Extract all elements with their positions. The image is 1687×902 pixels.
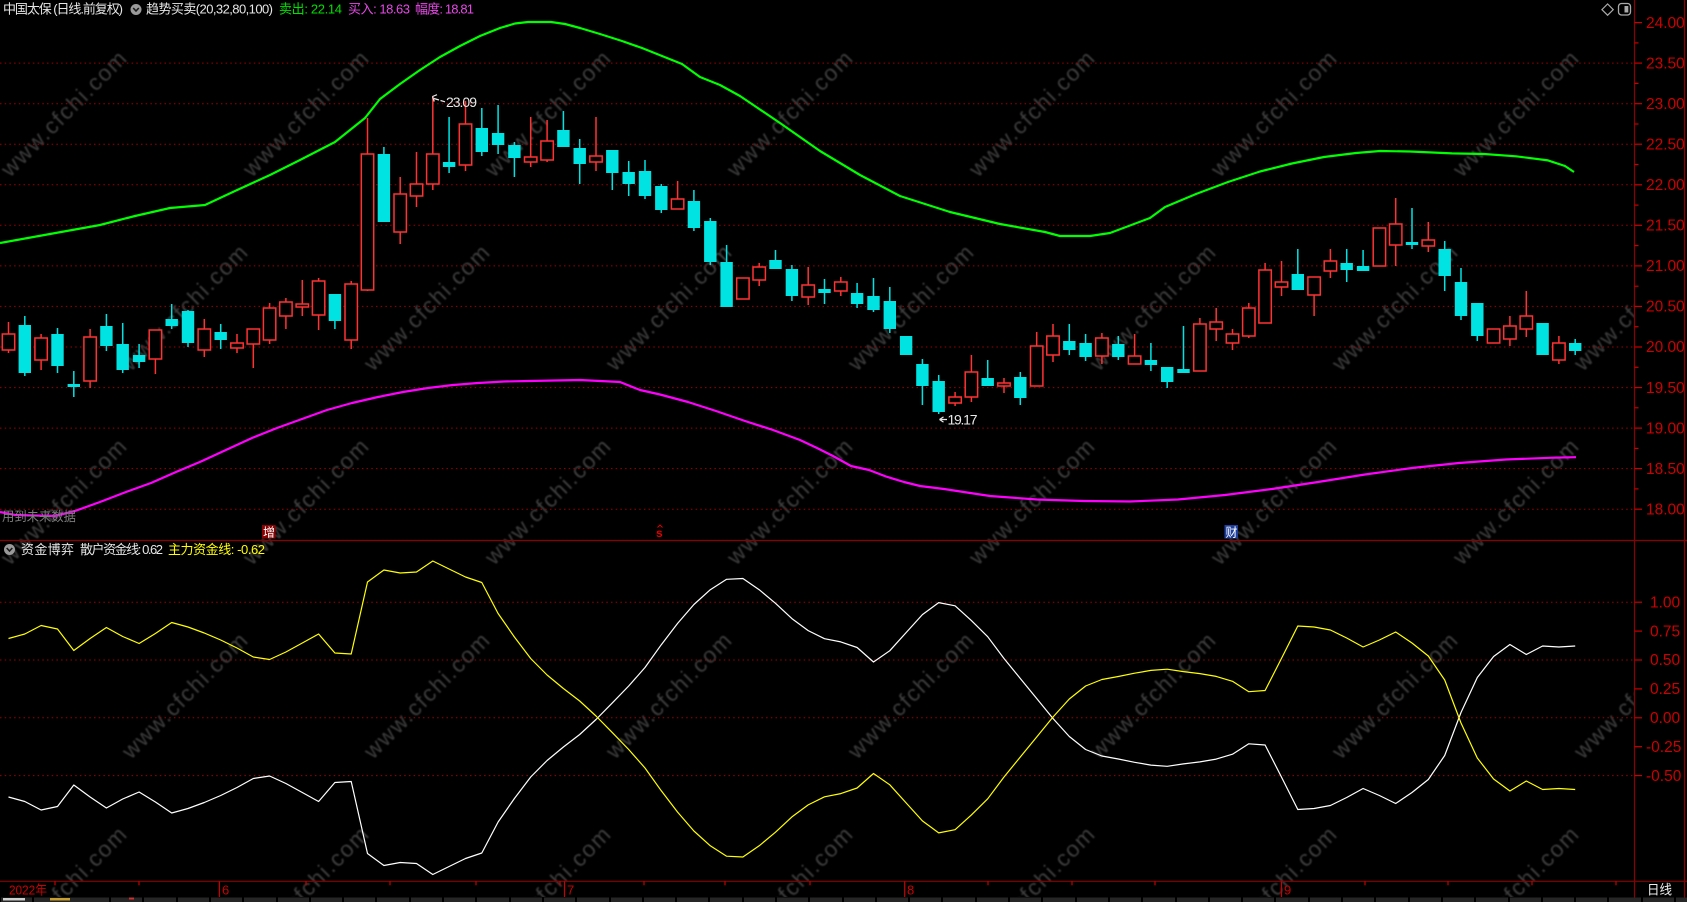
svg-text:-0.25: -0.25 <box>1646 739 1681 756</box>
svg-text:24.00: 24.00 <box>1646 15 1685 32</box>
svg-text:19.17: 19.17 <box>948 412 978 428</box>
svg-text:买入: 18.63: 买入: 18.63 <box>348 2 410 17</box>
svg-text:18.00: 18.00 <box>1646 501 1685 518</box>
svg-text:23.09: 23.09 <box>446 94 477 110</box>
svg-text:19.00: 19.00 <box>1646 420 1685 437</box>
svg-text:0.25: 0.25 <box>1650 681 1680 698</box>
svg-text:0.75: 0.75 <box>1650 623 1680 640</box>
svg-text:8: 8 <box>907 883 914 898</box>
svg-text:资金博弈: 资金博弈 <box>21 542 74 557</box>
svg-text:21.00: 21.00 <box>1646 258 1685 275</box>
svg-text:20.00: 20.00 <box>1646 339 1685 356</box>
svg-text:用到未来数据: 用到未来数据 <box>2 509 76 524</box>
svg-text:日线: 日线 <box>1647 883 1672 898</box>
svg-text:0.50: 0.50 <box>1650 652 1681 669</box>
svg-text:23.00: 23.00 <box>1646 96 1685 113</box>
svg-text:6: 6 <box>222 883 229 898</box>
svg-text:9: 9 <box>1284 883 1291 898</box>
svg-text:21.50: 21.50 <box>1646 218 1685 235</box>
svg-text:2022年: 2022年 <box>9 883 47 898</box>
svg-text:卖出: 22.14: 卖出: 22.14 <box>279 2 342 17</box>
svg-text:7: 7 <box>567 883 574 898</box>
svg-text:1.00: 1.00 <box>1650 594 1681 611</box>
svg-text:散户资金线: 0.62: 散户资金线: 0.62 <box>80 542 163 557</box>
svg-text:趋势买卖(20,32,80,100): 趋势买卖(20,32,80,100) <box>146 2 273 17</box>
svg-text:22.50: 22.50 <box>1646 136 1685 153</box>
svg-text:财: 财 <box>1226 526 1238 540</box>
svg-text:s: s <box>656 526 663 540</box>
svg-text:中国太保 (日线.前复权): 中国太保 (日线.前复权) <box>3 2 123 17</box>
svg-text:幅度: 18.81: 幅度: 18.81 <box>415 2 474 17</box>
svg-text:18.50: 18.50 <box>1646 461 1685 478</box>
svg-text:增: 增 <box>263 526 275 540</box>
svg-text:19.50: 19.50 <box>1646 380 1685 397</box>
svg-text:主力资金线: -0.62: 主力资金线: -0.62 <box>168 542 265 557</box>
svg-text:20.50: 20.50 <box>1646 299 1685 316</box>
svg-text:22.00: 22.00 <box>1646 177 1685 194</box>
svg-text:23.50: 23.50 <box>1646 55 1685 72</box>
svg-text:-0.50: -0.50 <box>1646 768 1682 785</box>
svg-text:0.00: 0.00 <box>1650 710 1681 727</box>
